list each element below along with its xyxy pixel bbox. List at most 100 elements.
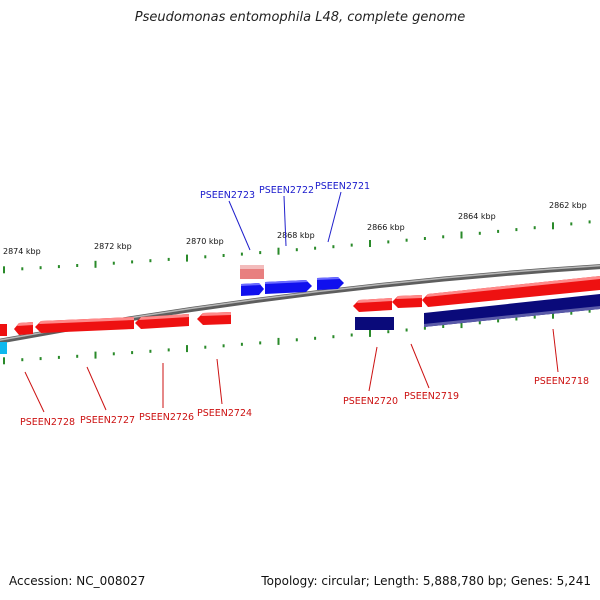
accession-label: Accession: NC_008027 [9,574,146,588]
gene-labels-bottom: PSEEN2728 PSEEN2727 PSEEN2726 PSEEN2724 … [20,376,589,428]
minor-tick [240,252,243,256]
major-tick [460,321,463,329]
gene-arrow-pseen2721[interactable] [317,277,344,290]
gene-arrow-cyan[interactable] [0,342,7,354]
gene-label-pseen2728[interactable]: PSEEN2728 [20,417,75,428]
gene-label-pseen2724[interactable]: PSEEN2724 [197,408,252,419]
major-tick [186,345,188,353]
gene-arrow-highlight [241,283,261,286]
minor-tick [259,251,262,255]
leader-line [283,195,287,247]
forward-genes [240,265,344,296]
minor-tick [222,344,225,348]
gene-block-highlight [240,265,264,269]
minor-tick [332,335,335,339]
minor-tick [167,348,170,352]
minor-tick [112,352,115,356]
genome-summary: Topology: circular; Length: 5,888,780 bp… [261,574,591,588]
scale-label: 2864 kbp [458,212,496,221]
leader-line [216,358,223,405]
minor-tick [131,260,134,264]
gene-label-pseen2720[interactable]: PSEEN2720 [343,396,398,407]
gene-arrow-highlight [139,314,189,320]
minor-tick [21,358,24,362]
scale-labels: 2874 kbp 2872 kbp 2870 kbp 2868 kbp 2866… [3,201,587,256]
minor-tick [149,259,152,263]
minor-tick [570,222,573,226]
major-tick [552,222,554,230]
leader-line [552,328,559,373]
label-leader-lines [24,191,559,413]
minor-tick [515,228,518,232]
minor-tick [478,321,481,325]
minor-tick [222,254,225,257]
minor-tick [76,264,79,267]
minor-tick [240,342,243,346]
minor-tick [204,345,207,349]
gene-arrow-highlight [265,280,308,284]
major-tick [3,266,5,274]
minor-tick [149,349,152,353]
minor-tick [515,317,518,321]
minor-tick [350,333,353,337]
gene-label-pseen2718[interactable]: PSEEN2718 [534,376,589,387]
scale-label: 2874 kbp [3,247,41,256]
gene-arrow-pseen2718[interactable] [422,276,600,307]
cds-block-pseen2718[interactable] [424,294,600,327]
minor-tick [533,315,536,319]
leader-line [86,366,107,411]
gene-arrow-highlight [39,317,134,324]
minor-tick [423,237,426,240]
minor-tick [332,245,335,249]
minor-tick [533,226,536,230]
scale-label: 2866 kbp [367,223,405,232]
gene-arrow-highlight [426,276,600,297]
cds-block-pseen2720[interactable] [355,317,394,330]
gene-arrow-pseen2722[interactable] [265,280,312,294]
minor-tick [295,248,298,252]
minor-tick [423,326,426,330]
major-tick [369,240,371,247]
minor-tick [442,325,445,328]
minor-tick [405,328,408,332]
gene-arrow-highlight [396,295,422,299]
gene-label-pseen2719[interactable]: PSEEN2719 [404,391,459,402]
minor-tick [21,267,24,271]
gene-label-pseen2721[interactable]: PSEEN2721 [315,181,370,192]
scale-label: 2870 kbp [186,237,224,246]
reverse-genes [0,276,600,354]
major-tick [277,337,280,345]
minor-tick [387,330,390,334]
minor-tick [387,240,390,244]
gene-arrow-highlight [317,277,340,280]
minor-tick [497,319,500,323]
major-tick [277,247,280,255]
minor-tick [405,238,408,242]
major-tick [552,311,554,319]
leader-line [410,343,430,389]
leader-line [368,346,378,392]
gene-label-pseen2722[interactable]: PSEEN2722 [259,185,314,196]
gene-labels-top: PSEEN2723 PSEEN2722 PSEEN2721 [200,181,370,201]
gene-arrow-partial-left[interactable] [0,324,7,336]
leader-line [228,200,251,251]
minor-tick [314,336,317,340]
minor-tick [57,265,60,269]
gene-arrow-highlight [17,322,33,326]
gene-label-pseen2727[interactable]: PSEEN2727 [80,415,135,426]
gene-label-pseen2723[interactable]: PSEEN2723 [200,190,255,201]
major-tick [369,329,371,337]
gene-label-pseen2726[interactable]: PSEEN2726 [139,412,194,423]
gene-arrow-pseen2723[interactable] [241,283,264,296]
major-tick [94,351,97,359]
lower-tick-track [3,309,591,365]
minor-tick [57,355,60,359]
major-tick [94,260,97,268]
minor-tick [295,338,298,342]
scale-label: 2862 kbp [549,201,587,210]
minor-tick [588,220,591,224]
minor-tick [204,255,207,259]
scale-label: 2872 kbp [94,242,132,251]
minor-tick [350,243,353,247]
